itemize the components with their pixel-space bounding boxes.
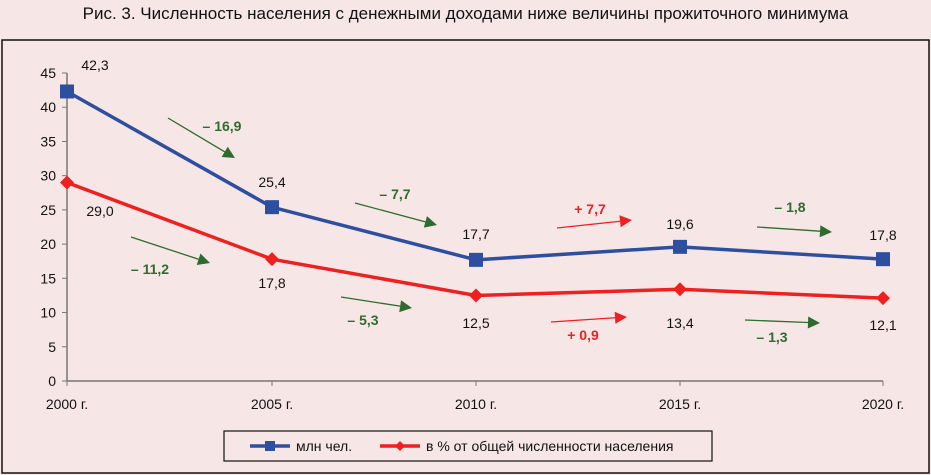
arrow-head-icon: [221, 146, 235, 158]
y-tick-label: 35: [40, 133, 56, 149]
change-arrow: [550, 317, 616, 323]
arrow-head-icon: [807, 316, 820, 329]
data-label: 42,3: [81, 57, 108, 73]
change-label: – 11,2: [131, 261, 169, 277]
data-point-diamond: [60, 175, 74, 190]
data-point-square: [265, 200, 279, 215]
y-tick-label: 20: [40, 236, 56, 252]
data-point-square: [60, 84, 74, 99]
data-label: 17,8: [258, 275, 285, 291]
change-label: – 1,3: [756, 329, 787, 345]
legend-marker-diamond: [395, 441, 405, 451]
data-label: 17,8: [869, 227, 896, 243]
x-tick-label: 2015 г.: [659, 396, 701, 412]
data-label: 19,6: [666, 216, 693, 232]
legend-box: [223, 430, 713, 462]
data-label: 12,1: [869, 317, 896, 333]
y-tick-label: 25: [40, 202, 56, 218]
data-label: 12,5: [462, 315, 489, 331]
x-tick-label: 2010 г.: [455, 396, 497, 412]
arrow-head-icon: [619, 215, 632, 228]
change-label: + 0,9: [567, 327, 599, 343]
data-point-diamond: [265, 252, 279, 267]
change-arrow: [354, 202, 426, 223]
arrow-head-icon: [399, 300, 412, 313]
data-point-diamond: [469, 288, 483, 303]
data-label: 29,0: [86, 203, 113, 219]
arrow-head-icon: [614, 311, 627, 324]
change-label: – 1,8: [774, 199, 805, 215]
data-point-square: [876, 252, 890, 267]
x-tick-label: 2005 г.: [251, 396, 293, 412]
change-arrow: [340, 296, 401, 307]
y-tick-label: 0: [48, 373, 56, 389]
change-label: – 16,9: [203, 118, 242, 134]
data-label: 17,7: [462, 226, 489, 242]
legend-label-0: млн чел.: [296, 438, 352, 454]
data-point-square: [673, 239, 687, 254]
change-label: – 7,7: [379, 186, 410, 202]
plot-frame: [1, 39, 930, 474]
data-point-diamond: [673, 282, 687, 297]
arrow-head-icon: [423, 216, 437, 228]
x-tick-label: 2000 г.: [46, 396, 88, 412]
y-tick-label: 40: [40, 99, 56, 115]
chart-title: Рис. 3. Численность населения с денежным…: [82, 4, 849, 23]
y-tick-label: 5: [48, 339, 56, 355]
legend-label-1: в % от общей численности населения: [426, 438, 673, 454]
y-tick-label: 30: [40, 168, 56, 184]
y-tick-label: 15: [40, 270, 56, 286]
change-arrow: [756, 226, 821, 232]
data-point-diamond: [876, 291, 890, 306]
y-tick-label: 10: [40, 305, 56, 321]
x-tick-label: 2020 г.: [862, 396, 904, 412]
arrow-head-icon: [819, 225, 832, 238]
change-arrow: [167, 117, 226, 153]
y-tick-label: 45: [40, 65, 56, 81]
legend-marker-square: [265, 441, 275, 451]
arrow-head-icon: [196, 253, 210, 265]
change-arrow: [556, 220, 621, 229]
change-label: – 5,3: [347, 312, 378, 328]
change-arrow: [130, 236, 199, 260]
change-arrow: [744, 319, 809, 324]
data-point-square: [469, 252, 483, 267]
change-label: + 7,7: [574, 201, 606, 217]
data-label: 25,4: [258, 174, 285, 190]
data-label: 13,4: [666, 315, 693, 331]
